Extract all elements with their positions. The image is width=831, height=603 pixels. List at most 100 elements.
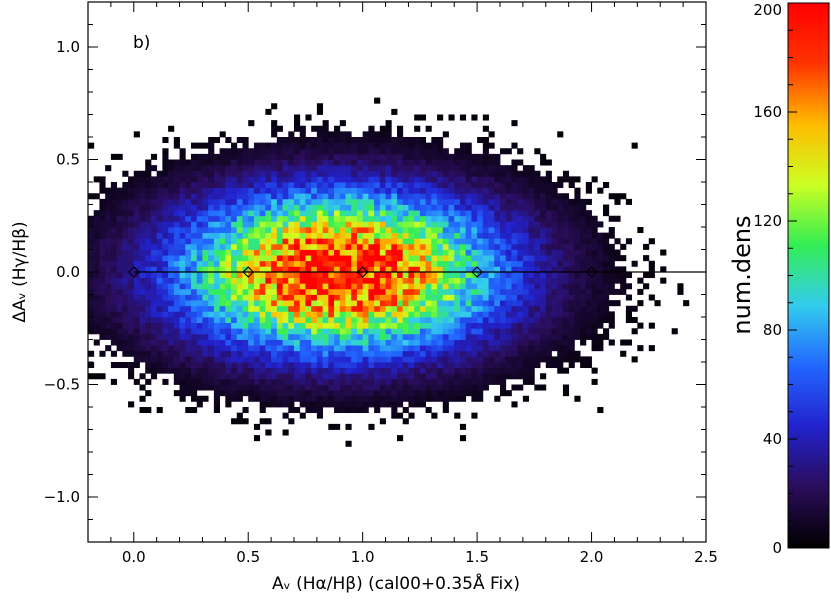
heatmap-cell [368,345,375,352]
heatmap-cell [471,159,478,166]
heatmap-cell [276,125,283,132]
heatmap-cell [448,227,455,234]
heatmap-cell [442,243,449,250]
heatmap-cell [591,367,598,374]
heatmap-cell [345,159,352,166]
heatmap-cell [345,350,352,357]
heatmap-cell [465,333,472,340]
heatmap-cell [219,159,226,166]
heatmap-cell [540,373,547,380]
heatmap-cell [168,125,175,132]
heatmap-cell [311,407,318,414]
heatmap-cell [465,176,472,183]
heatmap-cell [133,187,140,194]
heatmap-cell [173,317,180,324]
heatmap-cell [562,249,570,256]
heatmap-cell [248,204,255,211]
heatmap-cell [534,221,541,228]
heatmap-cell [150,277,158,284]
heatmap-cell [99,300,106,307]
heatmap-cell [614,266,621,273]
heatmap-cell [139,176,146,183]
heatmap-cell [362,390,369,397]
heatmap-cell [437,266,444,273]
heatmap-cell [99,232,106,239]
heatmap-cell [574,255,581,262]
heatmap-cell [128,305,135,312]
heatmap-cell [425,125,432,132]
heatmap-cell [231,165,238,172]
heatmap-cell [431,311,438,318]
heatmap-cell [437,176,444,183]
heatmap-cell [448,114,455,121]
heatmap-cell [442,345,449,352]
heatmap-cell [368,333,375,340]
heatmap-cell [465,390,472,397]
heatmap-cell [408,294,415,301]
heatmap-cell [482,176,489,183]
heatmap-cell [562,390,570,397]
heatmap-cell [202,255,209,262]
heatmap-cell [511,165,518,172]
heatmap-cell [219,210,226,217]
heatmap-cell [271,243,278,250]
heatmap-cell [219,249,226,256]
heatmap-cell [145,322,152,329]
heatmap-cell [500,345,507,352]
heatmap-cell [643,283,650,290]
heatmap-cell [276,165,283,172]
heatmap-cell [442,311,449,318]
heatmap-cell [637,277,644,284]
heatmap-cell [442,170,449,177]
heatmap-cell [168,227,175,234]
heatmap-cell [99,317,106,324]
heatmap-cell [379,339,386,346]
heatmap-cell [517,193,524,200]
heatmap-cell [356,249,364,256]
heatmap-cell [128,277,135,284]
heatmap-cell [522,333,530,340]
heatmap-cell [402,333,409,340]
heatmap-cell [276,272,283,279]
heatmap-cell [362,311,369,318]
heatmap-cell [231,204,238,211]
heatmap-cell [459,243,467,250]
heatmap-cell [316,300,324,307]
heatmap-cell [597,300,604,307]
heatmap-cell [299,362,306,369]
heatmap-cell [500,215,507,222]
heatmap-cell [316,294,324,301]
heatmap-cell [397,300,404,307]
heatmap-cell [442,300,449,307]
heatmap-cell [259,232,266,239]
heatmap-cell [551,266,558,273]
heatmap-cell [213,288,221,295]
heatmap-cell [408,260,415,267]
heatmap-cell [494,198,501,205]
heatmap-cell [133,193,140,200]
heatmap-cell [397,182,404,189]
heatmap-cell [133,238,140,245]
heatmap-cell [213,227,221,234]
heatmap-cell [202,373,209,380]
heatmap-cell [208,221,215,228]
heatmap-cell [459,142,467,149]
heatmap-cell [391,305,398,312]
heatmap-cell [202,142,209,149]
heatmap-cell [225,390,232,397]
heatmap-cell [488,373,495,380]
heatmap-cell [488,345,495,352]
heatmap-cell [294,378,301,385]
heatmap-cell [322,305,329,312]
heatmap-cell [397,367,404,374]
heatmap-cell [356,407,364,414]
heatmap-cell [242,215,249,222]
heatmap-cell [482,356,489,363]
heatmap-cell [557,255,564,262]
heatmap-cell [334,401,341,408]
heatmap-cell [482,243,489,250]
heatmap-cell [299,277,306,284]
heatmap-cell [294,317,301,324]
heatmap-cell [322,187,329,194]
heatmap-cell [448,187,455,194]
